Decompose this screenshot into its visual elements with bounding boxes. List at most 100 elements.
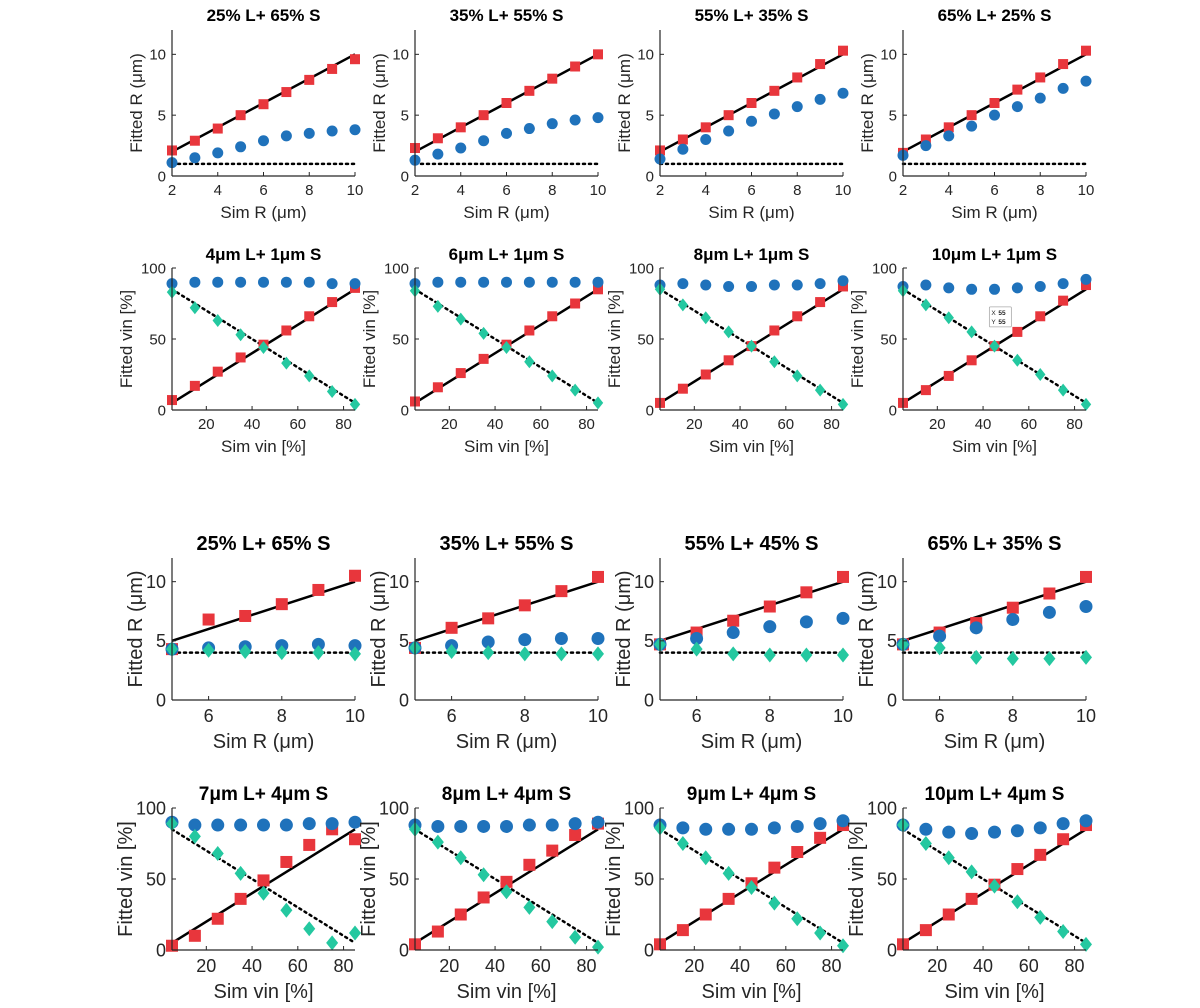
data-point-diamond bbox=[1057, 383, 1069, 397]
series-blue bbox=[166, 276, 361, 290]
data-point-circle bbox=[546, 276, 558, 288]
x-tick-label: 6 bbox=[204, 706, 214, 726]
x-axis-label: Sim R (μm) bbox=[951, 203, 1037, 222]
data-point-circle bbox=[1011, 282, 1023, 294]
data-point-square bbox=[445, 621, 458, 634]
data-point-diamond bbox=[258, 341, 269, 355]
data-point-circle bbox=[591, 815, 605, 829]
y-axis-label: Fitted vin [%] bbox=[848, 290, 867, 388]
subplot-title: 8μm L+ 4μm S bbox=[442, 784, 571, 805]
y-tick-label: 0 bbox=[887, 690, 897, 710]
data-point-circle bbox=[767, 821, 781, 835]
data-point-square bbox=[455, 122, 466, 133]
data-point-square bbox=[814, 831, 827, 844]
subplot-title: 7μm L+ 4μm S bbox=[199, 784, 328, 805]
x-axis-label: Sim R (μm) bbox=[463, 203, 549, 222]
data-point-circle bbox=[478, 276, 490, 288]
subplot-5: 20 40 60 80 0 50 100 4μm L+ 1μm S Sim vin [%] Fit… bbox=[117, 245, 361, 456]
data-point-diamond bbox=[1057, 924, 1070, 940]
data-point-square bbox=[202, 613, 215, 626]
data-point-circle bbox=[455, 276, 467, 288]
data-point-diamond bbox=[746, 339, 757, 353]
data-point-circle bbox=[1034, 280, 1046, 292]
data-point-circle bbox=[258, 276, 269, 288]
x-tick-label: 4 bbox=[702, 182, 710, 199]
data-point-diamond bbox=[699, 850, 712, 866]
x-tick-label: 8 bbox=[1008, 706, 1018, 726]
x-tick-label: 20 bbox=[927, 956, 947, 976]
subplot-2: 2 4 6 8 10 0 5 10 35% L+ 55% S Sim R (μm) Fitted R… bbox=[370, 6, 606, 222]
data-point-circle bbox=[326, 278, 338, 290]
data-point-circle bbox=[933, 629, 947, 643]
subplot-title: 8μm L+ 1μm S bbox=[694, 245, 810, 264]
data-point-circle bbox=[189, 152, 201, 164]
x-tick-label: 6 bbox=[259, 182, 267, 199]
data-point-circle bbox=[676, 821, 690, 835]
subplot-7: 20 40 60 80 0 50 100 8μm L+ 1μm S Sim vin [%] Fit… bbox=[605, 245, 849, 456]
data-point-diamond bbox=[555, 646, 568, 662]
data-point-diamond bbox=[722, 865, 735, 881]
data-point-square bbox=[965, 892, 978, 905]
data-point-circle bbox=[837, 275, 849, 287]
x-axis-label: Sim vin [%] bbox=[701, 981, 801, 1003]
data-point-circle bbox=[723, 280, 735, 292]
data-point-diamond bbox=[837, 647, 849, 663]
data-point-circle bbox=[1033, 821, 1047, 835]
data-point-diamond bbox=[727, 646, 740, 662]
x-tick-label: 6 bbox=[935, 706, 945, 726]
x-tick-label: 60 bbox=[1019, 956, 1039, 976]
data-point-circle bbox=[431, 819, 445, 833]
x-tick-label: 8 bbox=[1036, 182, 1044, 199]
y-tick-label: 100 bbox=[624, 798, 654, 818]
x-tick-label: 2 bbox=[656, 182, 664, 199]
data-point-square bbox=[838, 281, 848, 292]
data-point-circle bbox=[234, 818, 248, 832]
data-point-circle bbox=[1079, 600, 1093, 614]
y-tick-label: 10 bbox=[880, 47, 897, 64]
data-point-circle bbox=[966, 120, 978, 132]
data-point-circle bbox=[432, 148, 444, 160]
data-point-circle bbox=[478, 135, 490, 147]
data-point-square bbox=[523, 858, 536, 871]
y-axis-label: Fitted R (μm) bbox=[125, 570, 147, 687]
y-axis-label: Fitted vin [%] bbox=[846, 821, 868, 937]
data-point-square bbox=[303, 838, 316, 851]
data-point-circle bbox=[1056, 817, 1070, 831]
data-point-square bbox=[677, 383, 688, 394]
data-point-circle bbox=[501, 127, 512, 139]
data-point-circle bbox=[966, 283, 978, 295]
identity-line bbox=[902, 580, 1087, 643]
data-point-square bbox=[769, 325, 780, 336]
x-axis-label: Sim vin [%] bbox=[464, 437, 549, 456]
data-point-square bbox=[547, 73, 558, 84]
data-point-circle bbox=[813, 817, 827, 831]
y-tick-label: 50 bbox=[389, 869, 409, 889]
data-point-square bbox=[1012, 326, 1023, 337]
data-point-diamond bbox=[546, 914, 559, 930]
data-point-circle bbox=[523, 123, 535, 135]
data-point-diamond bbox=[988, 878, 1001, 894]
data-point-diamond bbox=[303, 921, 316, 937]
data-point-circle bbox=[1006, 613, 1020, 627]
x-tick-label: 40 bbox=[730, 956, 750, 976]
x-tick-label: 20 bbox=[929, 416, 946, 433]
data-point-circle bbox=[481, 635, 495, 649]
data-point-square bbox=[327, 63, 338, 74]
data-point-circle bbox=[746, 115, 757, 127]
data-point-square bbox=[1058, 295, 1069, 306]
series-blue bbox=[408, 631, 605, 655]
data-point-diamond bbox=[943, 311, 954, 325]
series-blue bbox=[897, 273, 1092, 295]
y-tick-label: 5 bbox=[644, 631, 654, 651]
data-point-square bbox=[1011, 863, 1024, 876]
y-tick-label: 5 bbox=[401, 107, 409, 124]
data-point-circle bbox=[212, 147, 224, 159]
data-point-diamond bbox=[569, 383, 581, 397]
data-point-diamond bbox=[814, 925, 827, 941]
x-tick-label: 40 bbox=[242, 956, 262, 976]
data-point-square bbox=[1081, 280, 1091, 291]
y-axis-label: Fitted R (μm) bbox=[615, 53, 634, 153]
subplot-title: 35% L+ 55% S bbox=[450, 6, 564, 25]
y-tick-label: 10 bbox=[392, 47, 409, 64]
data-point-square bbox=[281, 87, 292, 98]
